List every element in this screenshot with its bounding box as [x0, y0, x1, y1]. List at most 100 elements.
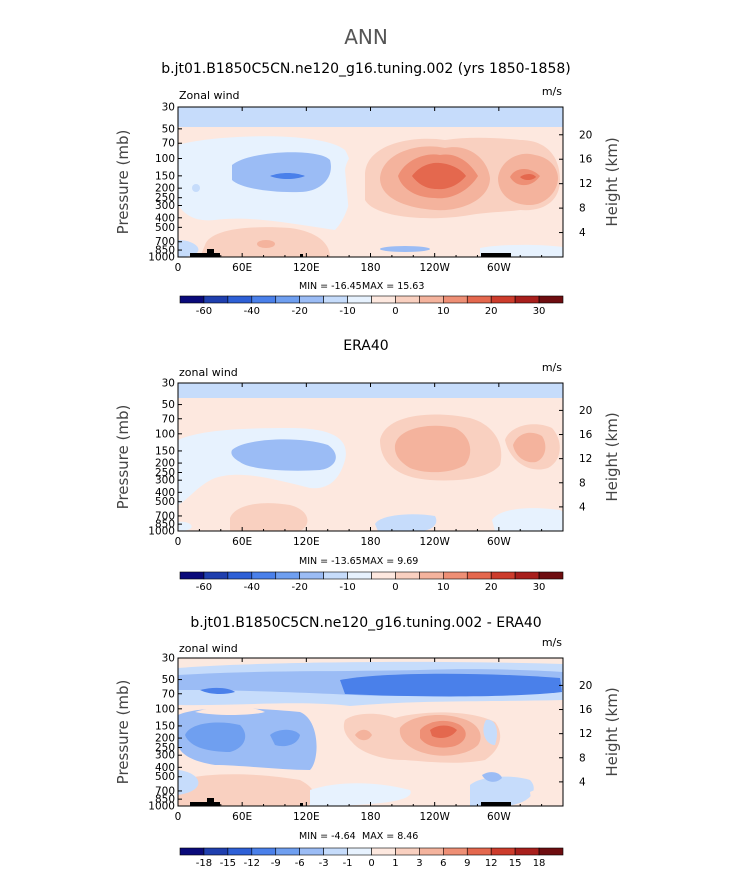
panel-axes: 0 60E 120E 180 120W 60W3050701001502002503004…: [114, 653, 621, 824]
panel-left-label: zonal wind: [179, 642, 238, 655]
colorbar-swatch: [227, 571, 253, 580]
positive-core: [394, 425, 471, 473]
y-tick-label: 100: [155, 153, 175, 165]
negative-region: [470, 776, 534, 806]
positive-region: [515, 723, 560, 765]
y-tick-label: 30: [162, 653, 175, 665]
colorbar-swatch: [538, 847, 564, 856]
colorbar-label: -1: [343, 858, 353, 869]
x-tick-label: 0: [175, 811, 182, 823]
y-tick-label: 400: [155, 212, 175, 224]
y2-tick-label: 12: [579, 178, 592, 190]
y2-axis-title: Height (km): [603, 137, 621, 226]
min-label: MIN = -16.45: [299, 281, 362, 292]
colorbar-label: -12: [244, 858, 260, 869]
contour-field: [178, 658, 563, 806]
colorbar-swatch: [275, 847, 300, 856]
x-tick-label: 120W: [419, 262, 450, 274]
colorbar-label: -10: [339, 582, 355, 593]
colorbar-label: 0: [392, 582, 398, 593]
positive-region: [530, 787, 563, 806]
y2-tick-label: 16: [579, 704, 593, 716]
colorbar-swatch: [251, 295, 277, 304]
positive-core: [355, 729, 372, 741]
panel-units-label: m/s: [542, 636, 562, 649]
colorbar-swatch: [514, 295, 540, 304]
colorbar-label: 20: [485, 306, 498, 317]
x-tick-label: 0: [175, 536, 182, 548]
y-tick-label: 150: [155, 720, 175, 732]
colorbar-label: -10: [339, 306, 355, 317]
negative-region: [232, 152, 331, 193]
y-tick-label: 300: [155, 200, 175, 212]
negative-region: [492, 508, 563, 531]
x-tick-label: 120W: [419, 811, 450, 823]
x-tick-label: 60W: [487, 536, 511, 548]
x-tick-label: 60E: [232, 262, 252, 274]
y-tick-label: 30: [162, 378, 175, 390]
positive-core: [412, 162, 466, 190]
colorbar-label: -60: [196, 306, 212, 317]
y-axis-title: Pressure (mb): [114, 405, 132, 510]
colorbar-swatch: [323, 295, 348, 304]
colorbar-label: 6: [440, 858, 446, 869]
y-tick-label: 150: [155, 445, 175, 457]
y-tick-label: 850: [155, 245, 175, 257]
y-tick-label: 200: [155, 183, 175, 195]
colorbar-label: -3: [319, 858, 329, 869]
x-tick-label: 60W: [487, 262, 511, 274]
y2-axis-title: Height (km): [603, 412, 621, 501]
land-mask: [481, 802, 511, 806]
colorbar-swatch: [323, 847, 348, 856]
land-mask: [207, 798, 214, 806]
colorbar-label: 10: [437, 582, 450, 593]
colorbar-swatch: [347, 847, 372, 856]
colorbar-label: 20: [485, 582, 498, 593]
panel-axes: 0 60E 120E 180 120W 60W3050701001502002503004…: [114, 102, 621, 275]
positive-region: [195, 706, 265, 715]
colorbar-swatch: [371, 295, 396, 304]
y-tick-label: 300: [155, 475, 175, 487]
colorbar-swatch: [203, 847, 229, 856]
y-tick-label: 50: [162, 399, 175, 411]
x-tick-label: 180: [360, 811, 380, 823]
y-tick-label: 500: [155, 496, 175, 508]
panel-era40: ERA40 zonal wind m/s 0 60E 120E 180 120W 60W 3…: [114, 338, 621, 593]
colorbar-label: -6: [295, 858, 305, 869]
y-tick-label: 200: [155, 733, 175, 745]
colorbar-swatch: [419, 847, 444, 856]
colorbar-swatch: [371, 847, 396, 856]
y-tick-label: 30: [162, 102, 175, 114]
x-tick-label: 120W: [419, 536, 450, 548]
colorbar-label: 30: [533, 306, 546, 317]
negative-core: [200, 687, 235, 695]
y-tick-label: 1000: [148, 526, 175, 538]
colorbar-label: -20: [292, 582, 308, 593]
colorbar: -18 -15 -12 -9 -6 -3 -1 0 1 3 6 9 12 15 18: [179, 847, 564, 869]
y-tick-label: 700: [155, 236, 175, 248]
colorbar-swatch: [251, 571, 277, 580]
negative-core: [270, 729, 300, 747]
y2-tick-label: 12: [579, 728, 592, 740]
contour-field: [178, 107, 563, 257]
land-mask: [300, 254, 303, 257]
y2-tick-label: 16: [579, 429, 593, 441]
y-tick-label: 1000: [148, 801, 175, 813]
y-tick-label: 250: [155, 192, 175, 204]
y-tick-label: 850: [155, 519, 175, 531]
colorbar-label: -9: [271, 858, 281, 869]
y-tick-label: 500: [155, 771, 175, 783]
colorbar-swatch: [443, 571, 468, 580]
panel-model: b.jt01.B1850C5CN.ne120_g16.tuning.002 (y…: [114, 61, 621, 317]
y-tick-label: 700: [155, 785, 175, 797]
colorbar-swatch: [443, 295, 468, 304]
colorbar-swatch: [347, 571, 372, 580]
negative-region: [375, 514, 437, 531]
panel-difference: b.jt01.B1850C5CN.ne120_g16.tuning.002 - …: [114, 615, 621, 869]
y-tick-label: 500: [155, 222, 175, 234]
x-tick-label: 120E: [293, 262, 320, 274]
colorbar-label: 10: [437, 306, 450, 317]
colorbar-swatch: [371, 571, 396, 580]
colorbar-swatch: [299, 571, 324, 580]
y2-tick-label: 8: [579, 477, 586, 489]
